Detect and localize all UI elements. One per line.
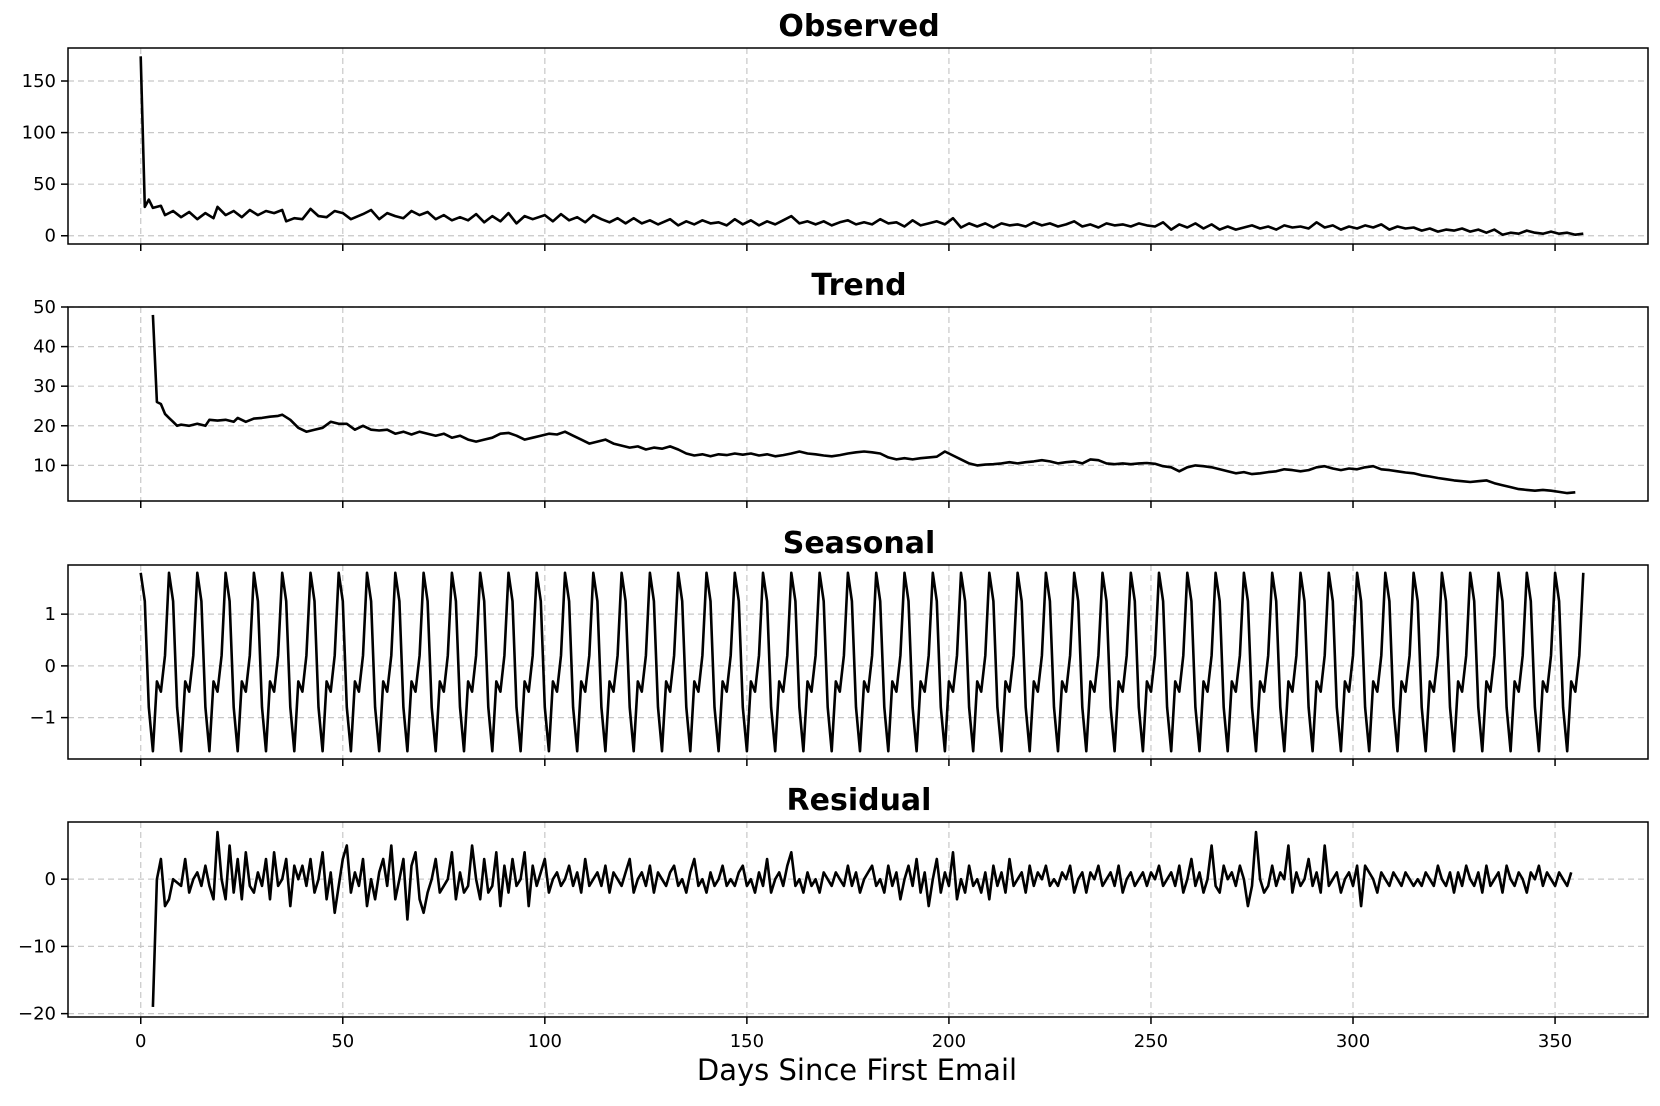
trend-axes-frame [67,306,1649,502]
observed-y-tick-label: 100 [22,123,56,144]
x-tick-label: 0 [135,1031,146,1052]
observed-panel-title: Observed [778,9,939,44]
panels: 050100150Observed1020304050Trend−101Seas… [18,9,1649,1052]
observed-axes-frame [67,47,1649,245]
x-tick-label: 50 [331,1031,354,1052]
observed-y-tick-label: 150 [22,71,56,92]
trend-series-line [151,314,1576,495]
trend-y-tick-label: 20 [33,416,56,437]
seasonal-y-tick-label: 0 [45,656,56,677]
x-tick-label: 350 [1538,1031,1572,1052]
observed-series-line [139,56,1584,236]
residual-y-tick-label: −20 [18,1004,56,1025]
x-tick-label: 150 [730,1031,764,1052]
seasonal-y-tick-label: 1 [45,604,56,625]
trend-panel-title: Trend [811,268,906,303]
x-tick-label: 200 [932,1031,966,1052]
residual-panel-title: Residual [787,783,932,818]
trend-y-tick-label: 30 [33,376,56,397]
residual-axes-frame [67,821,1649,1018]
seasonal-y-tick-label: −1 [29,708,56,729]
observed-y-tick-label: 50 [33,174,56,195]
residual-y-tick-label: −10 [18,936,56,957]
x-tick-label: 100 [528,1031,562,1052]
seasonal-axes-frame [67,564,1649,760]
trend-panel: 10 20 30 40 50 Trend [33,268,1649,508]
seasonal-series-line [139,571,1585,753]
residual-panel: −20 −10 0 0 50 100 150 200 250 300 350 Residual [18,783,1649,1052]
seasonal-panel-title: Seasonal [783,526,936,561]
trend-y-tick-label: 40 [33,337,56,358]
x-tick-label: 250 [1134,1031,1168,1052]
x-tick-label: 300 [1336,1031,1370,1052]
trend-y-tick-label: 10 [33,455,56,476]
trend-y-tick-label: 50 [33,297,56,318]
observed-y-tick-label: 0 [45,226,56,247]
seasonal-panel: −1 0 1 Seasonal [29,526,1649,766]
residual-series-line [151,830,1573,1007]
observed-panel: 0 50 100 150 Observed [22,9,1649,251]
x-axis-label: Days Since First Email [697,1053,1017,1087]
residual-y-tick-label: 0 [45,869,56,890]
